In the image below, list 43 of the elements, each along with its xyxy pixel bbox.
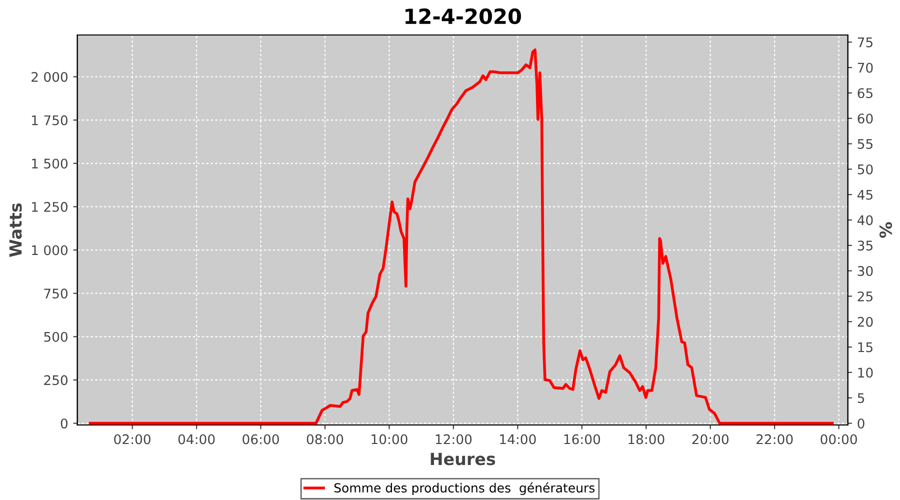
y2-tick-label: 75 (858, 38, 872, 48)
x-tick-label: 12:00 (436, 434, 472, 444)
chart-title: 12-4-2020 (406, 8, 521, 24)
y2-tick-label: 40 (857, 215, 873, 226)
y-tick-label: 500 (44, 332, 68, 342)
x-tick-label: 08:00 (306, 434, 344, 444)
y2-tick-label: 35 (858, 240, 872, 251)
y-tick-label: 1 500 (32, 158, 68, 169)
y2-tick-label: 65 (858, 88, 872, 98)
line-series (88, 48, 834, 425)
y2-tick-label: 15 (858, 342, 872, 352)
x-axis-title: Heures (430, 452, 496, 466)
y-tick-label: 0 (60, 418, 68, 428)
x-tick-label: 06:00 (242, 434, 279, 444)
y2-tick-label: 10 (858, 368, 873, 378)
y2-tick-label: 30 (858, 266, 873, 276)
y2-tick-label: 55 (858, 139, 872, 149)
x-tick-label: 18:00 (628, 434, 664, 444)
x-tick-label: 22:00 (756, 434, 793, 444)
x-tick-label: 14:00 (500, 434, 536, 444)
y2-tick-label: 45 (857, 190, 872, 200)
y2-tick-label: 50 (858, 164, 873, 174)
y2-tick-label: 5 (858, 393, 864, 404)
y2-tick-label: 25 (858, 291, 872, 302)
y-tick-label: 1 000 (32, 245, 68, 256)
x-tick-label: 10:00 (372, 434, 408, 444)
x-tick-label: 00:00 (820, 434, 857, 444)
y-tick-label: 2 000 (32, 72, 68, 82)
y-axis-title: Watts (9, 203, 22, 257)
y2-tick-label: 60 (858, 114, 873, 124)
y2-tick-label: 70 (858, 62, 873, 73)
y-tick-label: 1 250 (32, 202, 68, 212)
x-tick-label: 16:00 (564, 434, 600, 444)
y2-tick-label: 0 (858, 418, 864, 428)
legend-label: Somme des productions des générateurs (334, 482, 595, 495)
y2-axis-title: % (879, 222, 892, 238)
x-tick-label: 04:00 (178, 434, 215, 444)
y2-tick-label: 20 (858, 316, 873, 327)
y-tick-label: 250 (44, 375, 68, 386)
y-tick-label: 750 (44, 288, 68, 299)
x-tick-label: 02:00 (114, 434, 150, 444)
y-tick-label: 1 750 (32, 115, 68, 126)
x-tick-label: 20:00 (692, 434, 728, 444)
